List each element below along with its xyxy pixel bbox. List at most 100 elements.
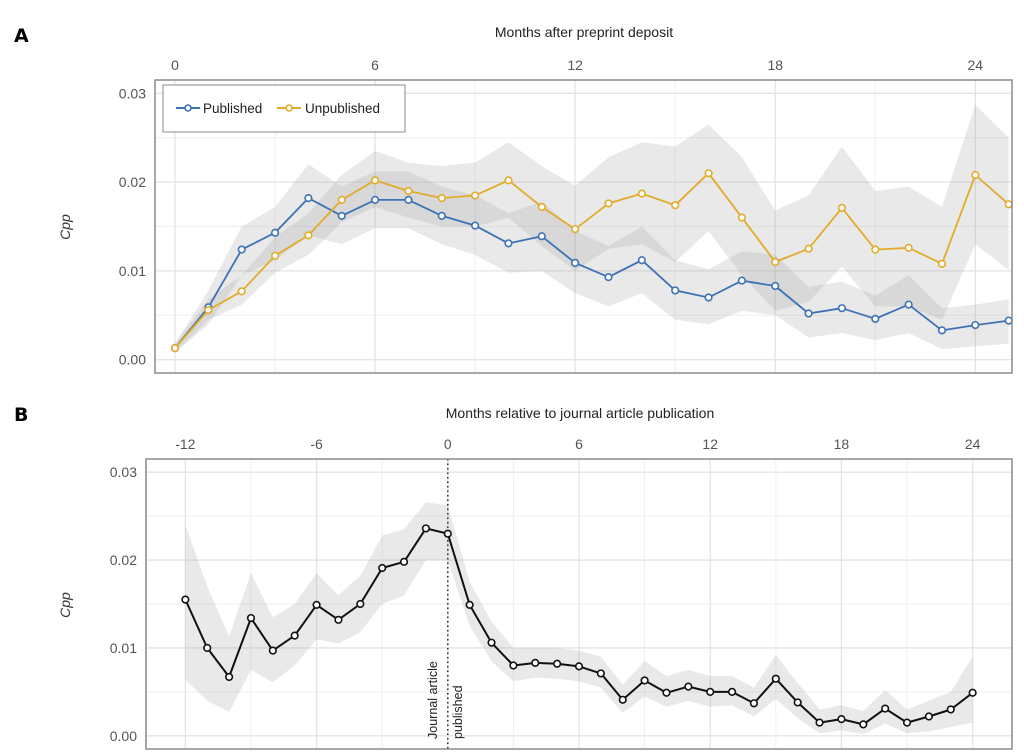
data-point-unpublished <box>337 195 346 204</box>
x-tick-label: 6 <box>371 57 379 73</box>
data-point-unpublished <box>571 225 580 234</box>
data-point-unpublished <box>737 213 746 222</box>
data-point-all <box>618 695 627 704</box>
data-point-all <box>749 699 759 708</box>
data-point-all <box>706 687 715 696</box>
data-point-published <box>871 314 880 323</box>
data-point-all <box>771 674 780 683</box>
legend-published-marker-icon <box>184 104 192 112</box>
x-tick-label: -12 <box>175 436 195 452</box>
panel-b-y-axis-title: Cpp <box>57 592 73 618</box>
data-point-all <box>640 676 649 685</box>
data-point-unpublished <box>304 231 313 240</box>
data-point-published <box>537 232 546 241</box>
data-point-published <box>270 228 280 237</box>
data-point-all <box>487 638 496 647</box>
data-point-all <box>181 595 190 604</box>
data-point-all <box>465 600 474 609</box>
panel-label-b: B <box>14 404 28 426</box>
panel-a-x-axis-title: Months after preprint deposit <box>495 24 673 40</box>
data-point-unpublished <box>1004 200 1013 209</box>
data-point-published <box>404 195 413 204</box>
data-point-unpublished <box>504 176 513 185</box>
data-point-unpublished <box>671 201 680 210</box>
data-point-published <box>571 258 580 268</box>
x-tick-label: 12 <box>567 57 583 73</box>
data-point-all <box>399 557 409 566</box>
x-tick-label: -6 <box>310 436 323 452</box>
panel-a-y-axis-title: Cpp <box>57 214 73 240</box>
x-tick-label: 24 <box>965 436 981 452</box>
y-tick-label: 0.01 <box>119 263 146 279</box>
data-point-all <box>334 615 343 624</box>
data-point-unpublished <box>904 243 913 252</box>
series-line-unpublished <box>174 172 1010 349</box>
data-point-all <box>924 712 933 721</box>
data-point-published <box>704 293 713 302</box>
data-point-unpublished <box>871 245 880 254</box>
legend-unpublished-label: Unpublished <box>305 101 380 116</box>
y-tick-label: 0.02 <box>110 552 137 568</box>
data-point-all <box>946 705 955 714</box>
data-point-unpublished <box>204 305 213 315</box>
panel-b: B Months relative to journal article pub… <box>14 404 1013 750</box>
data-point-published <box>937 326 947 335</box>
ci-band-unpublished <box>175 104 1009 353</box>
data-point-all <box>793 698 802 707</box>
data-point-published <box>904 300 913 309</box>
data-point-unpublished <box>437 193 446 203</box>
data-point-all <box>421 524 431 533</box>
y-tick-label: 0.03 <box>110 464 137 480</box>
publication-annotation-line2: published <box>451 685 465 739</box>
data-point-published <box>471 221 480 230</box>
data-point-all <box>727 687 737 696</box>
data-point-all <box>815 718 824 727</box>
data-point-unpublished <box>971 170 980 180</box>
panel-label-a: A <box>14 25 29 47</box>
data-point-all <box>596 669 605 678</box>
data-point-all <box>837 715 846 724</box>
legend-published-label: Published <box>203 101 262 116</box>
data-point-published <box>337 211 346 220</box>
data-point-unpublished <box>771 257 780 267</box>
data-point-all <box>443 529 452 538</box>
data-point-published <box>237 245 246 254</box>
panel-b-x-axis-title: Months relative to journal article publi… <box>446 405 714 421</box>
data-point-unpublished <box>270 251 280 260</box>
data-point-all <box>378 563 387 573</box>
panel-a-y-ticks: 0.00 0.01 0.02 0.03 <box>119 85 146 367</box>
data-point-published <box>837 304 847 313</box>
panel-a-series <box>170 169 1013 353</box>
y-tick-label: 0.03 <box>119 85 146 101</box>
panel-b-y-ticks: 0.00 0.01 0.02 0.03 <box>110 464 137 744</box>
data-point-all <box>553 659 562 668</box>
panel-b-series <box>181 524 977 729</box>
y-tick-label: 0.00 <box>119 352 146 368</box>
data-point-unpublished <box>537 202 546 212</box>
data-point-unpublished <box>471 191 480 200</box>
panel-a-frame <box>154 79 1013 374</box>
data-point-published <box>804 309 813 318</box>
data-point-all <box>662 688 671 697</box>
data-point-all <box>203 643 212 653</box>
data-point-unpublished <box>804 244 813 253</box>
panel-a-x-ticks: 0 6 12 18 24 <box>171 57 983 73</box>
data-point-published <box>771 281 780 291</box>
data-point-all <box>531 658 540 667</box>
data-point-unpublished <box>170 344 180 353</box>
panel-a-grid <box>155 80 1012 373</box>
panel-b-frame <box>145 458 1013 750</box>
data-point-all <box>859 720 868 729</box>
panel-b-x-ticks: -12 -6 0 6 12 18 24 <box>175 436 980 452</box>
legend-unpublished-marker-icon <box>285 104 293 112</box>
data-point-all <box>225 672 234 682</box>
data-point-unpublished <box>237 287 246 296</box>
data-point-unpublished <box>370 176 380 185</box>
data-point-all <box>246 613 256 623</box>
data-point-published <box>971 320 980 330</box>
data-point-all <box>881 704 890 713</box>
publication-annotation-line1: Journal article <box>426 661 440 739</box>
data-point-all <box>968 688 977 697</box>
data-point-published <box>304 193 313 203</box>
